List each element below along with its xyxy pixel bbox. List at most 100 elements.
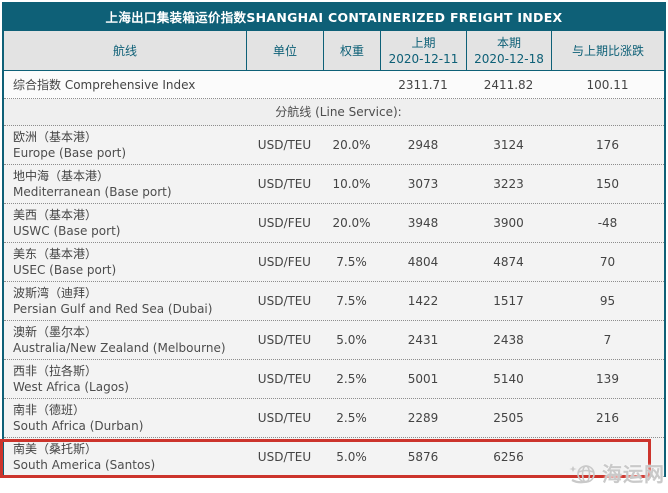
column-header-route-label: 航线 <box>112 43 137 58</box>
route-name-en: South Africa (Durban) <box>13 419 144 433</box>
change-value-cell: 70 <box>599 255 616 269</box>
route-name-cn: 西非（拉各斯） <box>13 364 98 378</box>
weight-cell: 2.5% <box>336 372 367 386</box>
change-value-cell: 7 <box>603 333 612 347</box>
weight-cell: 2.5% <box>336 411 367 425</box>
watermark: 海运网 <box>569 458 665 487</box>
table-row: 澳新（墨尔本） Australia/New Zealand (Melbourne)… <box>4 321 664 360</box>
previous-value-cell: 3073 <box>407 177 439 191</box>
route-name-cell: 西非（拉各斯） West Africa (Lagos) <box>4 360 246 398</box>
weight-cell: 10.0% <box>332 177 371 191</box>
column-header-current-date: 2020-12-18 <box>474 51 544 66</box>
current-value-cell: 3124 <box>493 138 524 152</box>
route-name-cell: 美东（基本港） USEC (Base port) <box>4 243 246 281</box>
route-name-cell: 欧洲（基本港） Europe (Base port) <box>4 126 246 164</box>
weight-cell: 5.0% <box>336 450 367 464</box>
route-name-en: USEC (Base port) <box>13 263 117 277</box>
route-name-en: Persian Gulf and Red Sea (Dubai) <box>13 302 213 316</box>
weight-cell: 20.0% <box>332 138 371 152</box>
section-row: 分航线 (Line Service): <box>4 99 664 126</box>
table-body: 综合指数 Comprehensive Index 2311.71 2411.82 10… <box>0 71 664 478</box>
weight-cell: 20.0% <box>332 216 371 230</box>
table-header-row: 航线 单位 权重 上期 2020-12-11 本期 2020-12-18 与上期… <box>4 31 664 71</box>
weight-cell: 5.0% <box>336 333 367 347</box>
table-row: 南非（德班） South Africa (Durban) USD/TEU 2.5% 22… <box>4 399 664 438</box>
unit-cell: USD/FEU <box>258 216 311 230</box>
route-name-cn: 波斯湾（迪拜） <box>13 286 98 300</box>
change-value-cell: -48 <box>597 216 618 230</box>
previous-value-cell: 2431 <box>407 333 439 347</box>
previous-value-cell: 3948 <box>407 216 439 230</box>
column-header-unit-label: 单位 <box>272 43 297 58</box>
unit-cell: USD/TEU <box>257 411 312 425</box>
table-row: 欧洲（基本港） Europe (Base port) USD/TEU 20.0% 294… <box>4 126 664 165</box>
weight-cell <box>323 71 380 98</box>
previous-value-cell: 4804 <box>407 255 439 269</box>
change-value-cell: 150 <box>596 177 619 191</box>
table-row: 波斯湾（迪拜） Persian Gulf and Red Sea (Dubai) U… <box>4 282 664 321</box>
column-header-change: 与上期比涨跌 <box>551 31 664 70</box>
table-title: 上海出口集装箱运价指数SHANGHAI CONTAINERIZED FREIGH… <box>4 4 664 31</box>
route-name-cell: 综合指数 Comprehensive Index <box>13 77 196 92</box>
column-header-previous: 上期 2020-12-11 <box>380 31 466 70</box>
globe-ship-logo-icon <box>569 464 595 483</box>
column-header-weight: 权重 <box>323 31 380 70</box>
unit-cell <box>246 71 323 98</box>
current-value-cell: 2505 <box>493 411 524 425</box>
route-name-cn: 美东（基本港） <box>13 247 98 261</box>
route-name-en: Australia/New Zealand (Melbourne) <box>13 341 226 355</box>
current-value-cell: 1517 <box>493 294 524 308</box>
column-header-weight-label: 权重 <box>339 43 364 58</box>
current-value-cell: 6256 <box>493 450 524 464</box>
unit-cell: USD/TEU <box>257 450 312 464</box>
unit-cell: USD/TEU <box>257 372 312 386</box>
route-name-cn: 地中海（基本港） <box>13 169 110 183</box>
route-name-cell: 美西（基本港） USWC (Base port) <box>4 204 246 242</box>
table-row: 综合指数 Comprehensive Index 2311.71 2411.82 10… <box>4 71 664 99</box>
current-value-cell: 4874 <box>493 255 524 269</box>
change-value-cell: 216 <box>596 411 619 425</box>
column-header-current: 本期 2020-12-18 <box>466 31 551 70</box>
previous-value-cell: 1422 <box>407 294 439 308</box>
previous-value-cell: 5001 <box>407 372 439 386</box>
route-name-cn: 澳新（墨尔本） <box>13 325 98 339</box>
route-name-en: Europe (Base port) <box>13 146 127 160</box>
current-value-cell: 2438 <box>493 333 524 347</box>
route-name-cell: 分航线 (Line Service): <box>275 105 402 119</box>
route-name-en: West Africa (Lagos) <box>13 380 129 394</box>
current-value-cell: 3223 <box>493 177 524 191</box>
current-value-cell: 2411.82 <box>483 77 534 92</box>
unit-cell: USD/FEU <box>258 255 311 269</box>
column-header-change-label: 与上期比涨跌 <box>571 43 644 58</box>
column-header-previous-label: 上期 <box>411 35 436 50</box>
previous-value-cell: 2289 <box>407 411 439 425</box>
column-header-current-label: 本期 <box>496 35 521 50</box>
change-value-cell: 100.11 <box>586 77 629 92</box>
route-name-cn: 南美（桑托斯） <box>13 442 98 456</box>
route-name-cn: 美西（基本港） <box>13 208 98 222</box>
route-name-en: USWC (Base port) <box>13 224 121 238</box>
change-value-cell: 139 <box>596 372 619 386</box>
current-value-cell: 5140 <box>493 372 524 386</box>
table-row: 美东（基本港） USEC (Base port) USD/FEU 7.5% 4804 48… <box>4 243 664 282</box>
column-header-route: 航线 <box>4 31 246 70</box>
watermark-text: 海运网 <box>602 462 665 486</box>
table-row: 地中海（基本港） Mediterranean (Base port) USD/TEU… <box>4 165 664 204</box>
route-name-cn: 南非（德班） <box>13 403 86 417</box>
route-name-en: Mediterranean (Base port) <box>13 185 172 199</box>
route-name-cell: 地中海（基本港） Mediterranean (Base port) <box>4 165 246 203</box>
previous-value-cell: 5876 <box>407 450 439 464</box>
table-row: 西非（拉各斯） West Africa (Lagos) USD/TEU 2.5% 500… <box>4 360 664 399</box>
route-name-cell: 南美（桑托斯） South America (Santos) <box>4 438 246 476</box>
unit-cell: USD/TEU <box>257 294 312 308</box>
unit-cell: USD/TEU <box>257 138 312 152</box>
current-value-cell: 3900 <box>493 216 524 230</box>
column-header-unit: 单位 <box>246 31 323 70</box>
table-row: 美西（基本港） USWC (Base port) USD/FEU 20.0% 3948 3… <box>4 204 664 243</box>
table-row: 南美（桑托斯） South America (Santos) USD/TEU 5.0%… <box>0 438 664 478</box>
previous-value-cell: 2311.71 <box>398 77 448 92</box>
scfi-table: 上海出口集装箱运价指数SHANGHAI CONTAINERIZED FREIGH… <box>0 2 666 486</box>
route-name-cell: 波斯湾（迪拜） Persian Gulf and Red Sea (Dubai) <box>4 282 246 320</box>
route-name-cell: 澳新（墨尔本） Australia/New Zealand (Melbourne) <box>4 321 246 359</box>
